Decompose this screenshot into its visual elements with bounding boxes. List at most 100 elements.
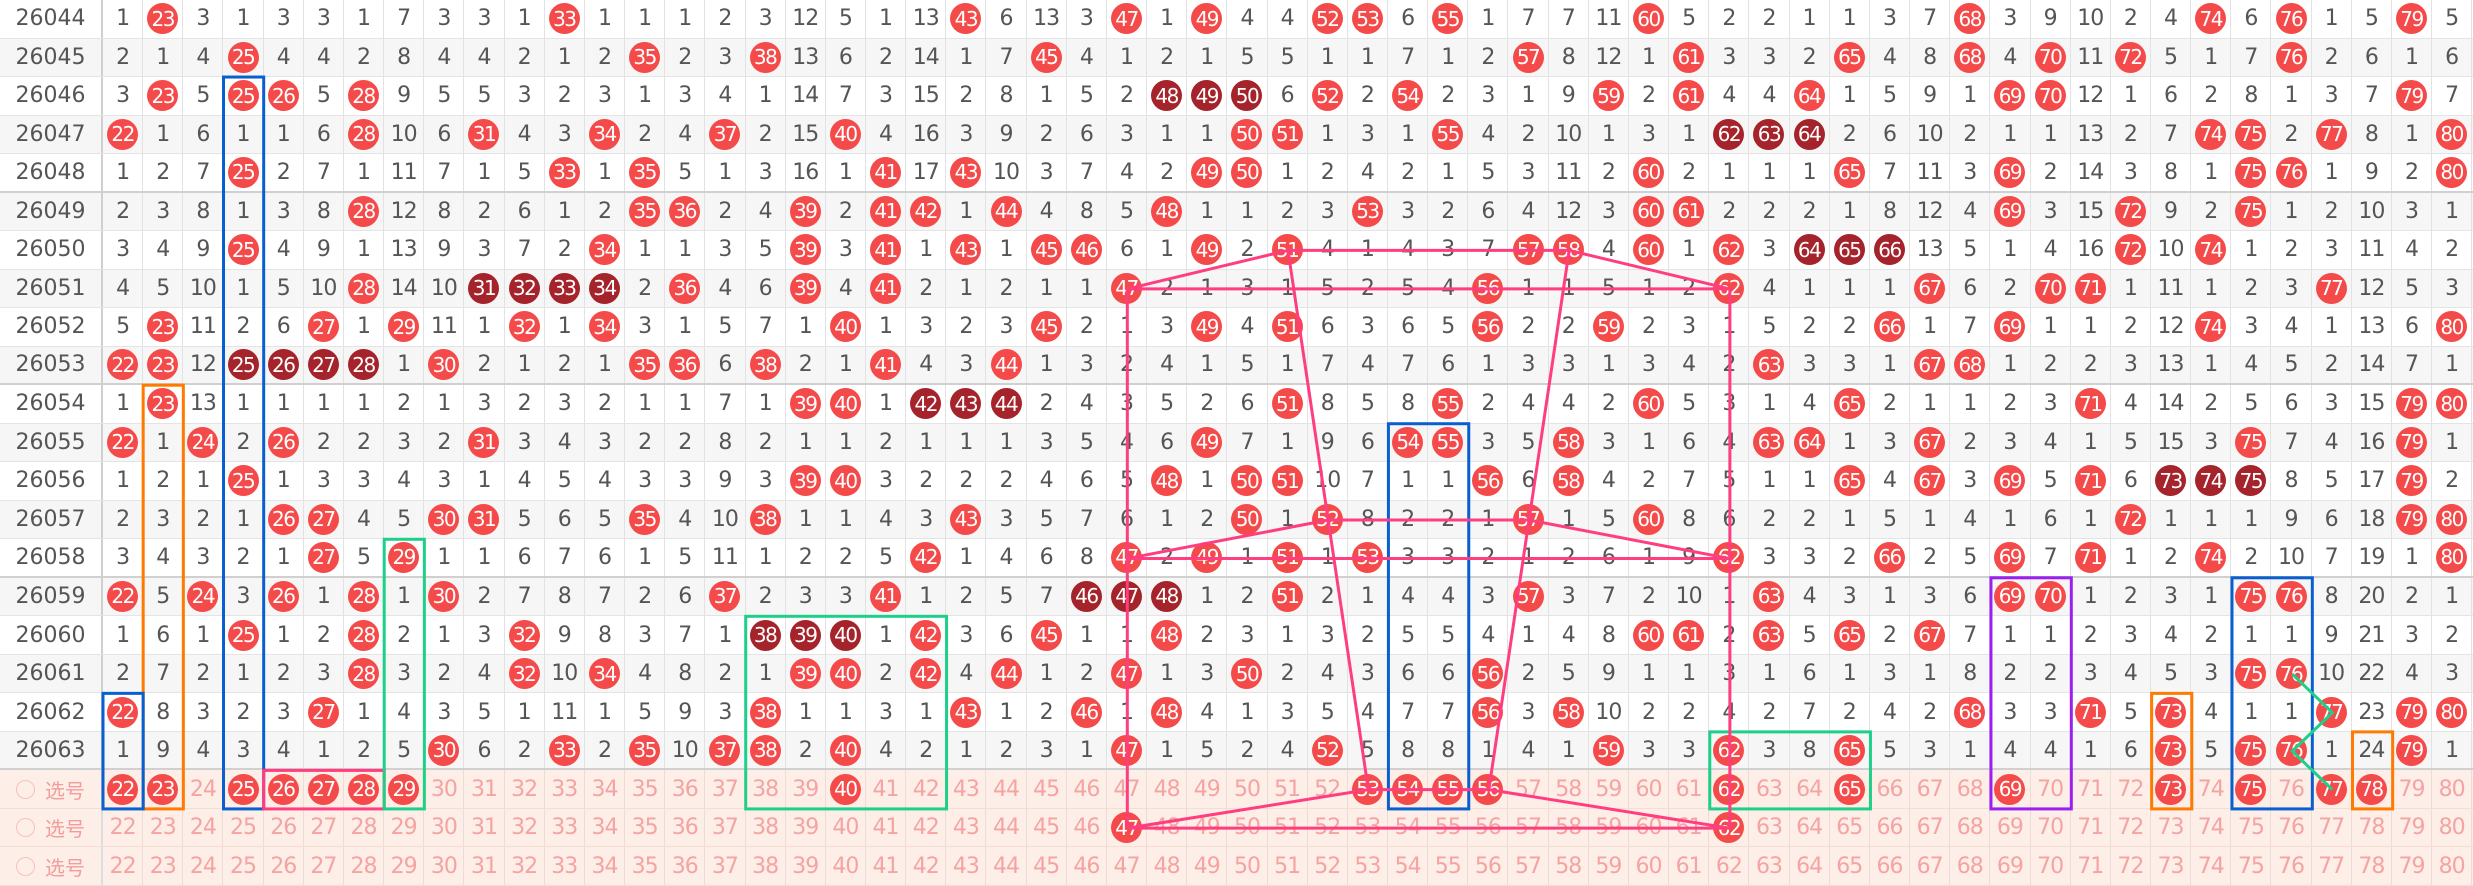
number-pick-cell[interactable]: 43 [946, 847, 987, 885]
number-pick-cell[interactable]: 57 [1508, 808, 1549, 847]
selected-number-ball[interactable]: 27 [307, 773, 339, 805]
selected-number-ball[interactable]: 28 [348, 773, 380, 805]
number-pick-cell[interactable]: 79 [2392, 770, 2433, 808]
number-pick-cell[interactable]: 39 [786, 770, 826, 808]
number-pick-cell[interactable]: 46 [1067, 770, 1107, 808]
number-pick-cell[interactable]: 65 [1830, 847, 1870, 885]
number-pick-cell[interactable]: 67 [1910, 808, 1951, 847]
number-pick-cell[interactable]: 72 [2111, 808, 2151, 847]
number-pick-cell[interactable]: 48 [1147, 808, 1188, 847]
selected-number-ball[interactable]: 40 [829, 773, 861, 805]
number-pick-cell[interactable]: 28 [344, 808, 385, 847]
number-pick-cell[interactable]: 56 [1468, 770, 1509, 808]
number-pick-cell[interactable]: 31 [464, 770, 505, 808]
number-pick-cell[interactable]: 37 [705, 847, 746, 885]
number-pick-cell[interactable]: 45 [1027, 808, 1067, 847]
number-pick-cell[interactable]: 31 [464, 808, 505, 847]
number-pick-cell[interactable]: 69 [1990, 770, 2031, 808]
number-pick-cell[interactable]: 29 [384, 847, 425, 885]
number-pick-cell[interactable]: 47 [1107, 770, 1148, 808]
selected-number-ball[interactable]: 62 [1713, 773, 1745, 805]
number-pick-cell[interactable]: 40 [826, 847, 866, 885]
number-pick-cell[interactable]: 62 [1709, 847, 1750, 885]
number-pick-cell[interactable]: 60 [1629, 770, 1670, 808]
number-pick-cell[interactable]: 23 [143, 808, 184, 847]
selected-number-ball[interactable]: 56 [1472, 773, 1504, 805]
number-pick-cell[interactable]: 76 [2271, 770, 2312, 808]
number-pick-cell[interactable]: 41 [866, 847, 907, 885]
number-pick-cell[interactable]: 22 [103, 847, 144, 885]
number-pick-cell[interactable]: 26 [264, 847, 304, 885]
number-pick-cell[interactable]: 41 [866, 808, 907, 847]
number-pick-cell[interactable]: 36 [665, 808, 706, 847]
number-pick-cell[interactable]: 43 [946, 808, 987, 847]
selected-number-ball[interactable]: 69 [1994, 773, 2026, 805]
number-pick-cell[interactable]: 77 [2312, 847, 2352, 885]
number-pick-cell[interactable]: 32 [505, 847, 545, 885]
number-pick-cell[interactable]: 49 [1187, 808, 1228, 847]
number-pick-cell[interactable]: 34 [585, 770, 626, 808]
number-pick-cell[interactable]: 66 [1870, 847, 1911, 885]
number-pick-cell[interactable]: 36 [665, 847, 706, 885]
selected-number-ball[interactable]: 62 [1713, 812, 1745, 844]
number-pick-cell[interactable]: 61 [1669, 770, 1710, 808]
number-pick-cell[interactable]: 50 [1227, 770, 1268, 808]
number-pick-cell[interactable]: 63 [1749, 808, 1790, 847]
selected-number-ball[interactable]: 29 [388, 773, 420, 805]
number-pick-cell[interactable]: 73 [2151, 808, 2192, 847]
number-pick-cell[interactable]: 63 [1749, 770, 1790, 808]
number-pick-cell[interactable]: 32 [505, 770, 545, 808]
number-pick-cell[interactable]: 50 [1227, 847, 1268, 885]
number-pick-cell[interactable]: 75 [2231, 808, 2272, 847]
number-pick-cell[interactable]: 25 [223, 847, 264, 885]
number-pick-cell[interactable]: 55 [1428, 808, 1469, 847]
number-pick-cell[interactable]: 52 [1308, 770, 1348, 808]
number-pick-cell[interactable]: 33 [545, 847, 585, 885]
number-pick-cell[interactable]: 23 [143, 770, 184, 808]
number-pick-cell[interactable]: 80 [2432, 770, 2473, 808]
number-pick-cell[interactable]: 52 [1308, 847, 1348, 885]
number-pick-cell[interactable]: 72 [2111, 847, 2151, 885]
number-pick-cell[interactable]: 68 [1950, 808, 1991, 847]
number-pick-cell[interactable]: 24 [183, 770, 224, 808]
number-pick-cell[interactable]: 23 [143, 847, 184, 885]
number-pick-cell[interactable]: 71 [2071, 847, 2111, 885]
selected-number-ball[interactable]: 75 [2235, 773, 2267, 805]
number-pick-cell[interactable]: 54 [1388, 770, 1429, 808]
number-pick-cell[interactable]: 47 [1107, 808, 1148, 847]
selected-number-ball[interactable]: 54 [1392, 773, 1424, 805]
number-pick-cell[interactable]: 24 [183, 808, 224, 847]
number-pick-cell[interactable]: 41 [866, 770, 907, 808]
number-pick-cell[interactable]: 73 [2151, 847, 2192, 885]
number-pick-cell[interactable]: 35 [625, 847, 666, 885]
number-pick-cell[interactable]: 30 [424, 847, 465, 885]
number-pick-cell[interactable]: 33 [545, 770, 585, 808]
selected-number-ball[interactable]: 55 [1432, 773, 1464, 805]
number-pick-cell[interactable]: 64 [1790, 847, 1830, 885]
number-pick-cell[interactable]: 74 [2191, 847, 2232, 885]
number-pick-cell[interactable]: 77 [2312, 808, 2352, 847]
selected-number-ball[interactable]: 23 [147, 773, 179, 805]
selected-number-ball[interactable]: 77 [2315, 773, 2347, 805]
number-pick-cell[interactable]: 47 [1107, 847, 1148, 885]
number-pick-cell[interactable]: 63 [1749, 847, 1790, 885]
number-pick-cell[interactable]: 25 [223, 770, 264, 808]
number-pick-cell[interactable]: 33 [545, 808, 585, 847]
number-pick-cell[interactable]: 34 [585, 808, 626, 847]
selection-row-header[interactable]: 选号 [0, 770, 103, 808]
selected-number-ball[interactable]: 73 [2155, 773, 2187, 805]
number-pick-cell[interactable]: 57 [1508, 770, 1549, 808]
number-pick-cell[interactable]: 42 [906, 808, 947, 847]
number-pick-cell[interactable]: 39 [786, 847, 826, 885]
number-pick-cell[interactable]: 60 [1629, 847, 1670, 885]
number-pick-cell[interactable]: 65 [1830, 770, 1870, 808]
number-pick-cell[interactable]: 22 [103, 770, 144, 808]
number-pick-cell[interactable]: 75 [2231, 847, 2272, 885]
number-pick-cell[interactable]: 42 [906, 770, 947, 808]
number-pick-cell[interactable]: 45 [1027, 847, 1067, 885]
number-pick-cell[interactable]: 53 [1348, 770, 1388, 808]
number-pick-cell[interactable]: 72 [2111, 770, 2151, 808]
number-pick-cell[interactable]: 37 [705, 770, 746, 808]
number-pick-cell[interactable]: 49 [1187, 847, 1228, 885]
number-pick-cell[interactable]: 74 [2191, 808, 2232, 847]
